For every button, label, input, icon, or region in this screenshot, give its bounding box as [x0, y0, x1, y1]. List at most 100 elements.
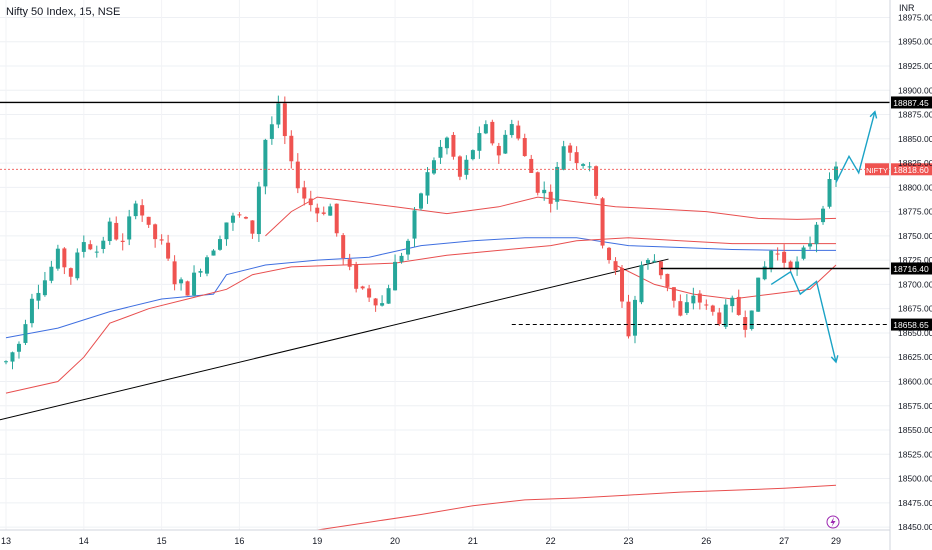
candle-body — [192, 272, 197, 296]
candle-body — [172, 261, 177, 285]
candle — [211, 249, 216, 256]
price-tick-label: 18850.00 — [898, 134, 932, 144]
candle-body — [367, 288, 372, 298]
candle-body — [613, 261, 618, 271]
candle — [120, 233, 125, 251]
candle-body — [243, 217, 248, 219]
candle — [354, 261, 359, 293]
candle — [632, 295, 637, 344]
candle-body — [114, 222, 119, 240]
candle-body — [529, 158, 534, 173]
candle-body — [704, 304, 709, 306]
candle — [581, 163, 586, 169]
candle — [736, 289, 741, 316]
support-2-label-bg — [891, 318, 932, 331]
candle — [321, 206, 326, 216]
candle-body — [769, 250, 774, 268]
price-tick-label: 18775.00 — [898, 207, 932, 217]
candle-body — [503, 134, 508, 154]
candle — [710, 304, 715, 316]
candle-body — [289, 135, 294, 162]
rising-trendline — [0, 258, 669, 421]
candle-body — [639, 265, 644, 303]
price-tick-label: 18550.00 — [898, 425, 932, 435]
candle-body — [814, 224, 819, 245]
symbol-badge-bg — [865, 163, 889, 176]
candle — [808, 236, 813, 250]
candle-body — [217, 239, 222, 250]
candle-body — [464, 159, 469, 175]
candle — [522, 133, 527, 157]
candle-body — [120, 240, 125, 242]
time-tick-label: 22 — [546, 536, 556, 546]
time-tick-label: 19 — [312, 536, 322, 546]
candle — [743, 310, 748, 338]
candle — [114, 216, 119, 241]
candle-body — [710, 305, 715, 312]
candle-body — [457, 156, 462, 177]
lightning-icon-ring — [826, 515, 840, 529]
candle-body — [75, 252, 80, 279]
candle-body — [341, 235, 346, 259]
candle-body — [360, 286, 365, 289]
candle — [561, 140, 566, 171]
time-tick-label: 23 — [623, 536, 633, 546]
candle-body — [386, 288, 391, 304]
trendline-layer — [0, 258, 669, 421]
candle — [172, 255, 177, 291]
candle — [269, 116, 274, 145]
bullish-projection-arrow — [835, 111, 876, 183]
price-tick-label: 18625.00 — [898, 352, 932, 362]
candle — [36, 284, 41, 310]
candle-body — [308, 198, 313, 206]
candle — [607, 246, 612, 264]
candle-body — [821, 208, 826, 223]
candle-body — [490, 121, 495, 144]
candle-body — [717, 312, 722, 324]
price-tick-label: 18500.00 — [898, 474, 932, 484]
candle-body — [509, 124, 514, 136]
candle-body — [62, 248, 67, 268]
candle-body — [535, 172, 540, 193]
candle-body — [697, 293, 702, 303]
candle-body — [399, 255, 404, 262]
price-tick-label: 18750.00 — [898, 231, 932, 241]
candle — [613, 257, 618, 275]
candle-body — [542, 189, 547, 194]
candle — [315, 203, 320, 223]
candle — [107, 217, 112, 245]
lightning-icon — [830, 517, 836, 527]
candle — [516, 120, 521, 141]
candle-body — [594, 166, 599, 196]
candle-body — [671, 287, 676, 301]
candle-body — [749, 310, 754, 329]
candle — [496, 142, 501, 164]
candle-body — [328, 206, 333, 216]
candle — [75, 248, 80, 281]
candle-body — [127, 216, 132, 240]
candle — [380, 295, 385, 307]
resistance-label: 18887.45 — [893, 98, 929, 108]
candle — [243, 216, 248, 220]
candle-body — [561, 146, 566, 170]
candle-body — [782, 251, 787, 263]
time-tick-label: 27 — [779, 536, 789, 546]
candle — [198, 268, 203, 277]
candle — [302, 180, 307, 206]
candle — [795, 256, 800, 276]
candle — [393, 254, 398, 291]
price-tick-label: 18900.00 — [898, 85, 932, 95]
moving-average-line — [615, 264, 837, 300]
candle-body — [477, 133, 482, 151]
candle-body — [419, 193, 423, 209]
candle-body — [101, 240, 106, 249]
price-tick-label: 18950.00 — [898, 37, 932, 47]
candle — [419, 192, 423, 211]
candle-body — [373, 298, 378, 306]
candle-body — [29, 298, 34, 324]
candle-body — [302, 187, 307, 199]
candle — [477, 126, 482, 159]
price-tick-label: 18925.00 — [898, 61, 932, 71]
candle — [276, 95, 281, 129]
